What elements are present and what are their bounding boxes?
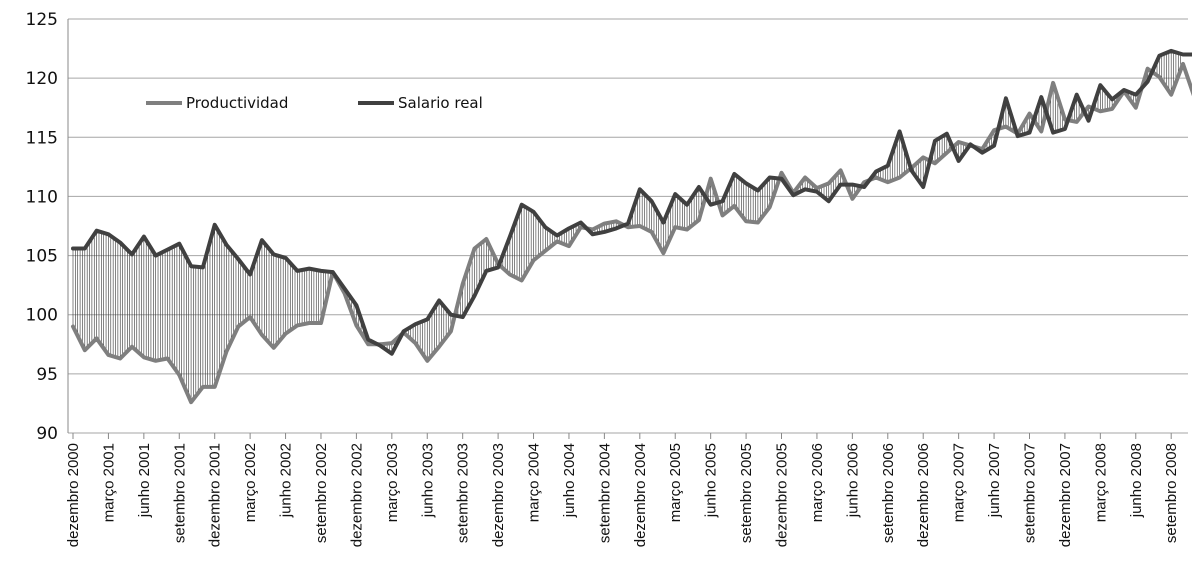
legend-label-productividad: Productividad: [186, 94, 288, 112]
x-tick-label: março 2008: [1092, 443, 1109, 522]
x-tick-label: junho 2005: [703, 443, 720, 518]
x-tick-label: setembro 2003: [455, 443, 472, 543]
x-tick-label: junho 2006: [844, 443, 861, 518]
x-tick-label: dezembro 2007: [1057, 443, 1074, 547]
x-tick-label: junho 2004: [561, 443, 578, 518]
x-tick-label: setembro 2006: [880, 443, 897, 543]
x-tick-label: dezembro 2003: [490, 443, 507, 547]
y-tick-label: 120: [26, 69, 58, 89]
y-tick-label: 90: [36, 424, 58, 444]
x-tick-label: setembro 2008: [1163, 443, 1180, 543]
y-tick-label: 115: [26, 128, 58, 148]
y-tick-label: 110: [26, 187, 58, 207]
legend: Productividad Salario real: [146, 94, 483, 112]
x-tick-label: março 2003: [384, 443, 401, 522]
x-tick-label: dezembro 2004: [632, 443, 649, 547]
series-line-productividad: [71, 61, 1192, 405]
legend-label-salario-real: Salario real: [398, 94, 483, 112]
x-tick-label: dezembro 2000: [65, 443, 82, 547]
x-tick-label: setembro 2005: [738, 443, 755, 543]
x-tick-label: março 2007: [951, 443, 968, 522]
x-tick-label: setembro 2002: [313, 443, 330, 543]
x-tick-label: dezembro 2002: [348, 443, 365, 547]
x-tick-label: março 2001: [100, 443, 117, 522]
x-tick-label: setembro 2001: [171, 443, 188, 543]
y-tick-label: 105: [26, 247, 58, 267]
x-tick-label: junho 2001: [136, 443, 153, 518]
y-tick-label: 100: [26, 306, 58, 326]
x-tick-label: dezembro 2001: [207, 443, 224, 547]
x-tick-label: junho 2002: [278, 443, 295, 518]
x-tick-label: setembro 2004: [596, 443, 613, 543]
x-tick-label: março 2002: [242, 443, 259, 522]
x-tick-label: junho 2007: [986, 443, 1003, 518]
x-tick-label: março 2004: [526, 443, 543, 522]
x-tick-label: dezembro 2006: [915, 443, 932, 547]
x-tick-label: março 2006: [809, 443, 826, 522]
x-tick-label: setembro 2007: [1021, 443, 1038, 543]
x-tick-label: dezembro 2005: [774, 443, 791, 547]
y-tick-label: 125: [26, 10, 58, 30]
x-tick-label: junho 2008: [1128, 443, 1145, 518]
x-tick-label: junho 2003: [419, 443, 436, 518]
x-axis-ticks: dezembro 2000 março 2001 junho 2001 setembr…: [65, 433, 1180, 547]
series-line-salario-real: [71, 48, 1192, 356]
y-tick-label: 95: [36, 365, 58, 385]
x-tick-label: março 2005: [667, 443, 684, 522]
y-axis-ticks: 90 95 100 105 110 115 120 125: [26, 10, 58, 444]
series-lines: [71, 48, 1192, 405]
